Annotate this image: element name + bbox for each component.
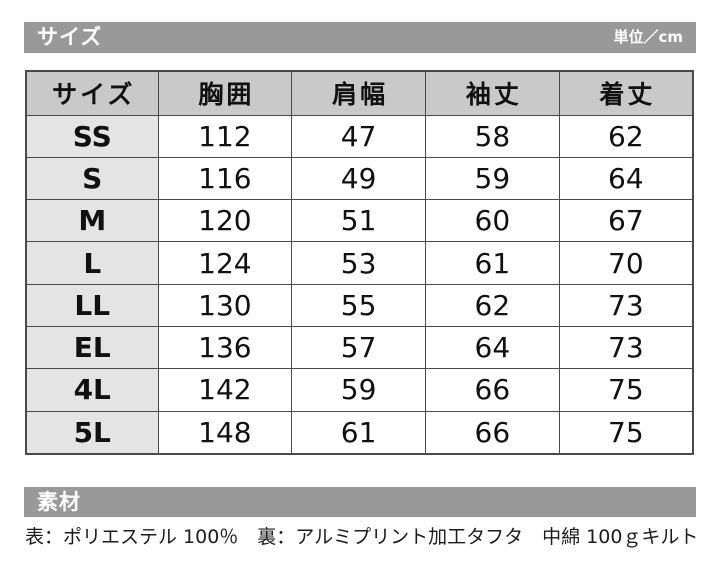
value-cell: 66 [425,368,560,412]
value-cell: 62 [558,114,694,158]
value-cell: 70 [558,241,694,285]
value-cell: 67 [558,199,694,243]
table-row-LL: LL 130 55 62 73 [25,283,694,327]
size-cell: L [25,241,159,285]
value-cell: 64 [425,325,560,370]
value-cell: 57 [291,325,426,370]
size-cell: LL [25,283,159,327]
material-section-header-bar: 素材 [24,487,696,517]
column-header-3: 袖丈 [425,70,560,116]
value-cell: 64 [558,156,694,201]
table-row-SS: SS 112 47 58 62 [25,114,694,158]
value-cell: 55 [291,283,426,327]
size-section-title: サイズ [37,25,103,49]
value-cell: 124 [157,241,293,285]
size-cell: SS [25,114,159,158]
column-header-1: 胸囲 [157,70,293,116]
value-cell: 73 [558,283,694,327]
table-row-L: L 124 53 61 70 [25,241,694,285]
value-cell: 60 [425,199,560,243]
size-cell: S [25,156,159,201]
material-description: 表：ポリエステル 100％ 裏：アルミプリント加工タフタ 中綿 100ｇキルト [25,526,699,548]
column-header-2: 肩幅 [291,70,426,116]
size-cell: 5L [25,410,159,455]
value-cell: 49 [291,156,426,201]
value-cell: 75 [558,368,694,412]
size-cell: 4L [25,368,159,412]
value-cell: 59 [425,156,560,201]
value-cell: 58 [425,114,560,158]
table-row-M: M 120 51 60 67 [25,199,694,243]
value-cell: 53 [291,241,426,285]
value-cell: 120 [157,199,293,243]
size-section-header-bar: サイズ 単位／cm [24,22,696,53]
size-cell: M [25,199,159,243]
value-cell: 130 [157,283,293,327]
value-cell: 61 [291,410,426,455]
value-cell: 51 [291,199,426,243]
value-cell: 59 [291,368,426,412]
size-table-header: サイズ 胸囲 肩幅 袖丈 着丈 [25,70,694,116]
size-table: サイズ 胸囲 肩幅 袖丈 着丈 SS 112 47 58 62 S 116 49 59 64 M 120 51 6… [25,70,694,455]
value-cell: 75 [558,410,694,455]
value-cell: 61 [425,241,560,285]
table-row-S: S 116 49 59 64 [25,156,694,201]
table-row-5L: 5L 148 61 66 75 [25,410,694,455]
size-table-header-row: サイズ 胸囲 肩幅 袖丈 着丈 [25,70,694,116]
value-cell: 62 [425,283,560,327]
value-cell: 148 [157,410,293,455]
value-cell: 73 [558,325,694,370]
value-cell: 112 [157,114,293,158]
value-cell: 116 [157,156,293,201]
size-cell: EL [25,325,159,370]
size-table-body: SS 112 47 58 62 S 116 49 59 64 M 120 51 60 67 L 124 53 61 7… [25,114,694,455]
value-cell: 66 [425,410,560,455]
table-row-EL: EL 136 57 64 73 [25,325,694,370]
value-cell: 136 [157,325,293,370]
column-header-size: サイズ [25,70,159,116]
unit-label: 単位／cm [613,28,683,46]
material-section-title: 素材 [37,489,81,514]
table-row-4L: 4L 142 59 66 75 [25,368,694,412]
value-cell: 47 [291,114,426,158]
value-cell: 142 [157,368,293,412]
column-header-4: 着丈 [558,70,694,116]
